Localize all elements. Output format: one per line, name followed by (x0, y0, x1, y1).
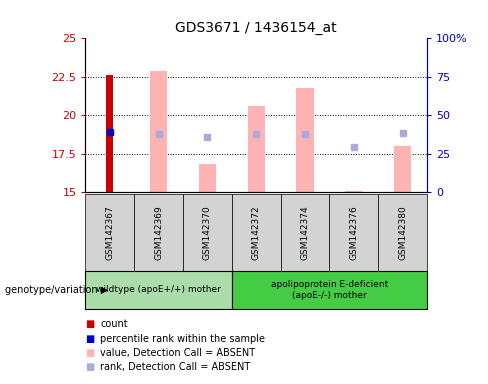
Text: wildtype (apoE+/+) mother: wildtype (apoE+/+) mother (96, 285, 221, 295)
Bar (281, 194, 329, 271)
Text: GSM142369: GSM142369 (154, 205, 163, 260)
Text: GSM142367: GSM142367 (105, 205, 114, 260)
Text: GSM142370: GSM142370 (203, 205, 212, 260)
Text: GSM142374: GSM142374 (301, 205, 309, 260)
Text: rank, Detection Call = ABSENT: rank, Detection Call = ABSENT (100, 362, 250, 372)
Bar (183, 194, 232, 271)
Text: ■: ■ (85, 334, 95, 344)
Bar (394, 146, 411, 192)
Text: percentile rank within the sample: percentile rank within the sample (100, 334, 265, 344)
Bar (297, 88, 313, 192)
Text: genotype/variation ▶: genotype/variation ▶ (5, 285, 108, 295)
Text: value, Detection Call = ABSENT: value, Detection Call = ABSENT (100, 348, 255, 358)
Text: count: count (100, 319, 128, 329)
Bar (329, 194, 378, 271)
Bar (232, 271, 427, 309)
Text: ■: ■ (85, 319, 95, 329)
Text: ■: ■ (85, 362, 95, 372)
Bar (85, 271, 232, 309)
Bar (106, 75, 113, 192)
Bar (346, 191, 362, 192)
Title: GDS3671 / 1436154_at: GDS3671 / 1436154_at (175, 21, 337, 35)
Bar (378, 194, 427, 271)
Bar (232, 194, 281, 271)
Bar (150, 71, 167, 192)
Text: GSM142380: GSM142380 (398, 205, 407, 260)
Bar (199, 164, 216, 192)
Text: apolipoprotein E-deficient
(apoE-/-) mother: apolipoprotein E-deficient (apoE-/-) mot… (271, 280, 388, 300)
Text: GSM142372: GSM142372 (252, 205, 261, 260)
Text: GSM142376: GSM142376 (349, 205, 358, 260)
Text: ■: ■ (85, 348, 95, 358)
Bar (248, 106, 265, 192)
Bar (85, 194, 134, 271)
Bar (134, 194, 183, 271)
